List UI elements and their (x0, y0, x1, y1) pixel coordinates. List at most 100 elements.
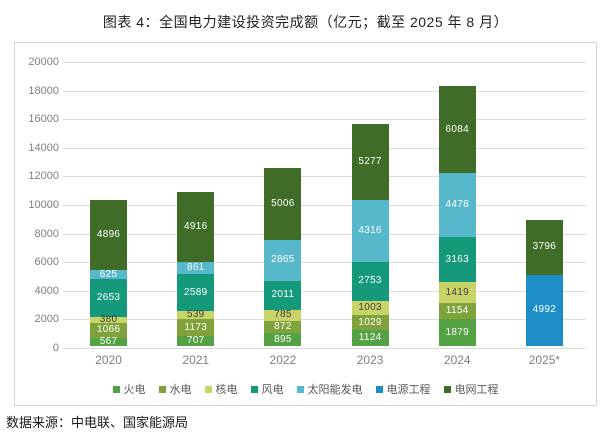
x-axis-tick-label: 2022 (269, 353, 297, 367)
legend-swatch-icon (375, 385, 383, 393)
data-label: 1173 (184, 321, 208, 333)
data-label: 1029 (358, 316, 382, 328)
legend-swatch-icon (250, 385, 258, 393)
chart-box: 0 2000 4000 6000 8000 10000 12000 14000 16000 180… (14, 42, 597, 406)
gridline (63, 319, 586, 321)
data-label: 567 (99, 335, 118, 347)
y-axis-tick-label: 10000 (28, 199, 59, 211)
bar-2023: 1124 1029 1003 2753 4316 5277 (351, 124, 389, 346)
data-label: 5006 (271, 198, 295, 209)
bar-segment-火电: 895 (264, 333, 302, 346)
bar-segment-火电: 567 (90, 335, 128, 347)
data-label: 895 (274, 333, 292, 345)
legend: 火电 水电 核电 风电 太阳能发电 电源工程 电网工程 (15, 381, 596, 397)
data-label: 872 (274, 320, 292, 332)
bar-segment-核电: 785 (264, 309, 302, 321)
bar-segment-太阳能发电: 625 (90, 268, 128, 280)
bar-2025*: 4992 3796 (525, 220, 563, 346)
y-axis-tick-label: 20000 (28, 56, 59, 68)
bar-segment-水电: 872 (264, 320, 302, 334)
legend-label: 风电 (261, 384, 284, 396)
data-label: 1066 (96, 324, 121, 336)
y-axis-tick-label: 16000 (28, 113, 59, 126)
bar-segment-火电: 707 (177, 334, 215, 346)
data-label: 2589 (184, 286, 208, 298)
bar-segment-电源工程: 4992 (525, 274, 563, 346)
data-label: 4896 (96, 229, 121, 241)
bar-segment-电网工程: 3796 (525, 220, 563, 275)
bar-segment-水电: 1066 (90, 322, 128, 338)
data-label: 707 (186, 334, 205, 346)
plot-area: 0 2000 4000 6000 8000 10000 12000 14000 16000 180… (15, 43, 596, 405)
y-axis-tick-label: 4000 (34, 284, 59, 297)
data-label: 380 (99, 313, 118, 325)
legend-swatch-icon (204, 385, 212, 393)
data-label: 1419 (445, 286, 469, 298)
bar-2022: 895 872 785 2011 2865 5006 (264, 168, 302, 346)
y-axis-tick-label: 18000 (28, 84, 59, 97)
y-axis-tick-label: 8000 (34, 227, 59, 240)
legend-item-电网工程: 电网工程 (443, 381, 499, 397)
bar-segment-风电: 2589 (177, 274, 215, 312)
source-note: 数据来源：中电联、国家能源局 (6, 415, 189, 430)
legend-label: 太阳能发电 (307, 384, 363, 396)
data-label: 2011 (271, 289, 295, 301)
gridline (63, 147, 586, 149)
legend-label: 电源工程 (386, 384, 431, 396)
bar-segment-太阳能发电: 4316 (351, 199, 389, 262)
legend-item-电源工程: 电源工程 (375, 381, 431, 397)
legend-label: 水电 (169, 384, 192, 396)
bar-segment-水电: 1029 (351, 315, 389, 330)
gridline (63, 90, 586, 92)
legend-swatch-icon (296, 385, 304, 393)
x-axis-tick-label: 2024 (443, 353, 471, 367)
gridline (63, 176, 586, 178)
bar-segment-太阳能发电: 861 (177, 262, 215, 275)
bar-segment-电网工程: 6084 (438, 86, 476, 174)
bar-segment-风电: 2753 (351, 261, 389, 301)
data-label: 1124 (358, 331, 382, 343)
bar-segment-核电: 1003 (351, 300, 389, 316)
bar-2024: 1879 1154 1419 3163 4478 6084 (438, 86, 476, 346)
gridline (63, 233, 586, 235)
legend-item-水电: 水电 (158, 381, 192, 397)
bar-segment-电网工程: 4916 (177, 191, 215, 263)
y-axis-tick-label: 6000 (34, 256, 59, 269)
data-label: 1154 (445, 304, 469, 316)
legend-label: 电网工程 (454, 384, 499, 396)
legend-item-核电: 核电 (204, 381, 238, 397)
bar-segment-核电: 380 (90, 313, 128, 325)
x-axis-tick-label: 2023 (356, 353, 384, 367)
legend-item-太阳能发电: 太阳能发电 (296, 381, 363, 397)
data-label: 2753 (358, 275, 382, 287)
bar-segment-水电: 1173 (177, 319, 215, 336)
gridline (63, 290, 586, 292)
data-label: 4992 (532, 304, 557, 316)
bar-segment-电网工程: 5277 (351, 124, 389, 200)
gridline (63, 262, 586, 264)
legend-swatch-icon (443, 385, 451, 393)
legend-item-火电: 火电 (112, 381, 146, 397)
bar-segment-火电: 1124 (351, 329, 389, 346)
data-label: 3163 (445, 253, 469, 265)
bar-segment-核电: 1419 (438, 282, 476, 303)
legend-label: 核电 (215, 384, 238, 396)
bar-segment-太阳能发电: 2865 (264, 239, 302, 281)
y-axis-tick-label: 12000 (28, 170, 59, 183)
gridline (63, 119, 586, 121)
data-label: 1879 (445, 326, 469, 338)
data-label: 3796 (532, 241, 557, 253)
legend-label: 火电 (123, 384, 146, 396)
data-label: 5277 (358, 156, 382, 168)
data-label: 625 (99, 268, 118, 280)
y-axis-tick-label: 14000 (28, 141, 59, 154)
legend-swatch-icon (112, 385, 120, 393)
data-label: 539 (186, 309, 205, 321)
data-label: 6084 (445, 123, 469, 135)
bar-segment-风电: 2011 (264, 280, 302, 310)
legend-item-风电: 风电 (250, 381, 284, 397)
data-label: 1003 (358, 302, 382, 314)
gridline (63, 62, 586, 63)
bar-segment-水电: 1154 (438, 302, 476, 320)
